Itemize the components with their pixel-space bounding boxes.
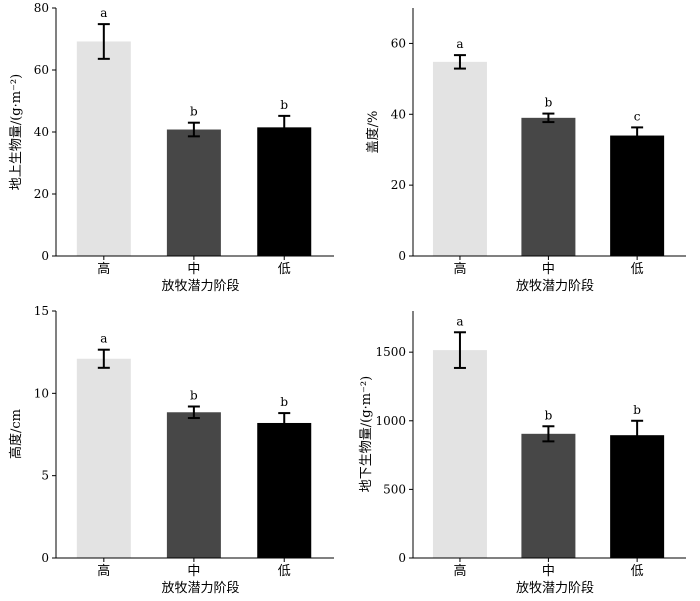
error-bar-2 bbox=[278, 412, 291, 434]
error-bar-0 bbox=[97, 23, 110, 60]
significance-letter: b bbox=[190, 389, 198, 403]
bar-0 bbox=[76, 41, 131, 257]
x-tick-label: 高 bbox=[453, 563, 466, 579]
y-tick-label: 20 bbox=[34, 187, 49, 201]
y-tick-label: 0 bbox=[41, 551, 49, 565]
significance-letter: b bbox=[190, 105, 198, 119]
y-tick-label: 500 bbox=[383, 482, 406, 496]
significance-letter: b bbox=[545, 408, 553, 422]
x-tick-label: 高 bbox=[453, 261, 466, 277]
x-tick-label: 低 bbox=[631, 564, 644, 579]
bar-2 bbox=[257, 127, 312, 256]
y-tick-label: 15 bbox=[34, 304, 49, 318]
y-tick-label: 0 bbox=[41, 249, 49, 263]
y-axis-title: 地下生物量/(g·m⁻²) bbox=[359, 376, 374, 492]
x-tick-label: 中 bbox=[187, 262, 200, 277]
x-tick-label: 中 bbox=[187, 564, 200, 579]
y-tick-label: 40 bbox=[391, 107, 406, 121]
y-tick-label: 5 bbox=[41, 469, 49, 483]
significance-letter: a bbox=[456, 314, 463, 328]
x-axis-title: 放牧潜力阶段 bbox=[162, 279, 240, 294]
y-tick-label: 40 bbox=[34, 125, 49, 139]
significance-letter: a bbox=[100, 332, 107, 346]
y-tick-label: 60 bbox=[391, 36, 406, 50]
significance-letter: a bbox=[100, 6, 107, 20]
y-tick-label: 60 bbox=[34, 63, 49, 77]
error-bar-1 bbox=[542, 112, 555, 124]
x-tick-label: 高 bbox=[97, 563, 110, 579]
significance-letter: b bbox=[633, 403, 641, 417]
x-tick-label: 低 bbox=[278, 262, 291, 277]
bar-1 bbox=[166, 129, 221, 256]
y-tick-label: 1500 bbox=[375, 345, 406, 359]
bar-0 bbox=[432, 350, 487, 558]
y-tick-label: 0 bbox=[398, 551, 406, 565]
x-tick-label: 低 bbox=[278, 564, 291, 579]
error-bar-1 bbox=[187, 405, 200, 420]
bar-1 bbox=[521, 117, 576, 256]
x-tick-label: 高 bbox=[97, 261, 110, 277]
error-bar-1 bbox=[542, 425, 555, 443]
bar-0 bbox=[76, 358, 131, 558]
bar-2 bbox=[610, 135, 665, 256]
error-bar-2 bbox=[631, 419, 644, 451]
significance-letter: c bbox=[634, 109, 641, 123]
x-tick-label: 中 bbox=[542, 564, 555, 579]
y-tick-label: 1000 bbox=[375, 414, 406, 428]
error-bar-1 bbox=[187, 121, 200, 138]
bar-1 bbox=[166, 412, 221, 558]
y-axis-title: 地上生物量/(g·m⁻²) bbox=[9, 74, 24, 190]
y-axis-title: 高度/cm bbox=[8, 409, 24, 459]
y-tick-label: 10 bbox=[34, 386, 49, 400]
bar-0 bbox=[432, 61, 487, 257]
x-tick-label: 中 bbox=[542, 262, 555, 277]
x-axis-title: 放牧潜力阶段 bbox=[516, 581, 594, 596]
y-tick-label: 20 bbox=[391, 178, 406, 192]
y-axis-title: 盖度/% bbox=[365, 111, 381, 154]
bar-2 bbox=[610, 435, 665, 558]
x-axis-title: 放牧潜力阶段 bbox=[516, 279, 594, 294]
error-bar-0 bbox=[453, 54, 466, 70]
bar-1 bbox=[521, 433, 576, 558]
error-bar-2 bbox=[631, 126, 644, 145]
significance-letter: a bbox=[456, 37, 463, 51]
error-bar-2 bbox=[278, 114, 291, 140]
significance-letter: b bbox=[545, 96, 553, 110]
error-bar-0 bbox=[453, 331, 466, 369]
significance-letter: b bbox=[280, 395, 288, 409]
significance-letter: b bbox=[280, 98, 288, 112]
error-bar-0 bbox=[97, 348, 110, 369]
y-tick-label: 80 bbox=[34, 1, 49, 15]
y-tick-label: 0 bbox=[398, 249, 406, 263]
bar-2 bbox=[257, 422, 312, 558]
x-axis-title: 放牧潜力阶段 bbox=[162, 581, 240, 596]
x-tick-label: 低 bbox=[631, 262, 644, 277]
